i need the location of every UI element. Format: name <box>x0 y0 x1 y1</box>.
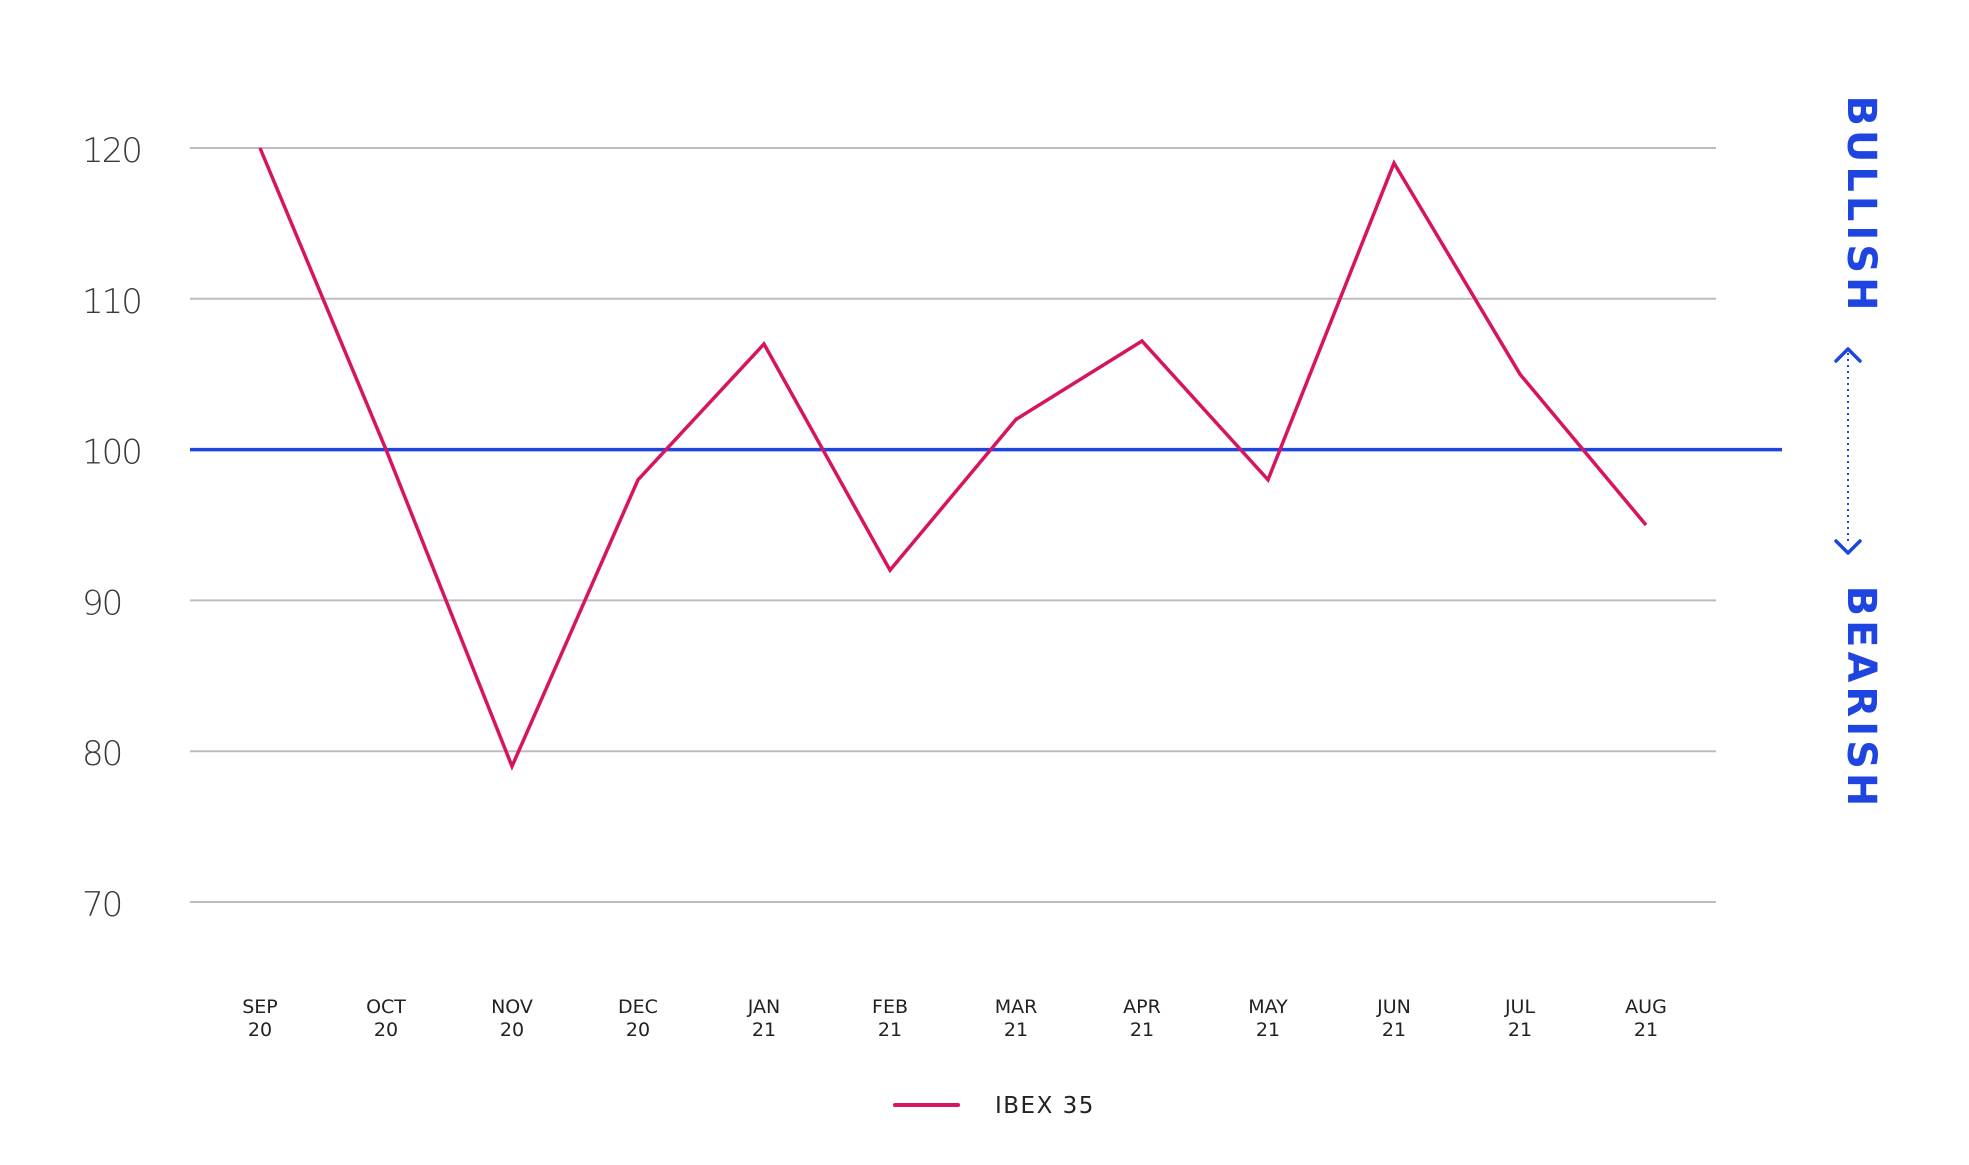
series-lines <box>258 147 1648 771</box>
x-axis-ticks: SEP 20 OCT 20 NOV 20 DEC 20 JAN 21 FEB 21 MAR 21 APR 21… <box>242 996 1667 1041</box>
y-tick-label: 80 <box>82 734 121 774</box>
bullish-label: BULLISH <box>1838 95 1884 314</box>
x-tick-label: FEB 21 <box>872 996 908 1041</box>
gridlines <box>190 147 1716 903</box>
arrow-down-icon <box>1834 539 1862 555</box>
y-tick-label: 70 <box>82 885 121 925</box>
legend: IBEX 35 <box>893 1093 1095 1119</box>
x-tick-label: MAR 21 <box>995 996 1038 1041</box>
x-tick-label: NOV 20 <box>491 996 533 1041</box>
y-axis-ticks: 120 110 100 90 80 70 <box>82 131 143 925</box>
y-tick-label: 90 <box>82 583 121 623</box>
x-tick-label: OCT 20 <box>366 996 406 1041</box>
y-tick-label: 100 <box>82 433 141 473</box>
x-tick-label: JUN 21 <box>1376 996 1411 1041</box>
x-tick-label: JAN 21 <box>747 996 780 1041</box>
y-tick-label: 110 <box>82 282 141 322</box>
sentiment-indicator: BULLISH BEARISH <box>1834 95 1884 811</box>
x-tick-label: JUL 21 <box>1504 996 1536 1041</box>
x-tick-label: DEC 20 <box>618 996 658 1041</box>
x-tick-label: MAY 21 <box>1248 996 1288 1041</box>
series-line <box>258 147 1648 771</box>
double-arrow-icon <box>1834 347 1862 555</box>
bearish-label: BEARISH <box>1838 586 1884 811</box>
x-tick-label: AUG 21 <box>1625 996 1667 1041</box>
legend-label: IBEX 35 <box>995 1093 1095 1119</box>
x-tick-label: APR 21 <box>1123 996 1161 1041</box>
arrow-up-icon <box>1834 347 1862 363</box>
y-tick-label: 120 <box>82 131 141 171</box>
x-tick-label: SEP 20 <box>242 996 278 1041</box>
